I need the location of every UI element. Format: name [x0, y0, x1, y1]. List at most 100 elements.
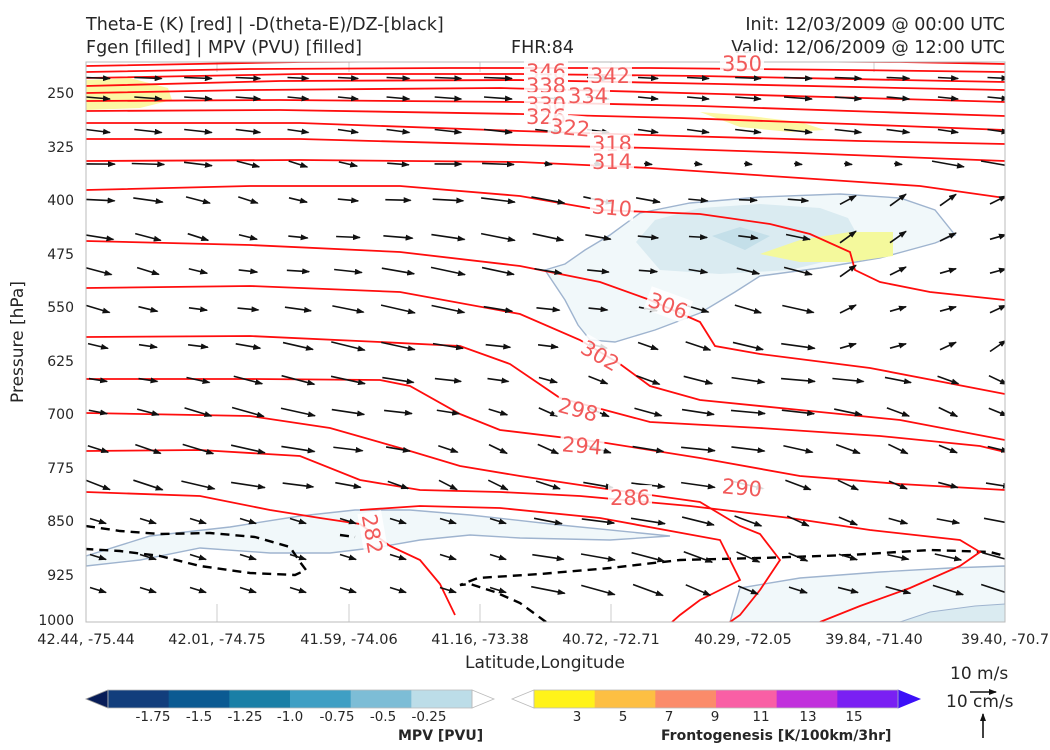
y-tick-label: 700: [47, 407, 74, 423]
wind-vector: [783, 95, 813, 102]
wind-vector: [439, 586, 457, 594]
wind-vector: [289, 586, 307, 594]
wind-vector: [785, 479, 812, 491]
wind-vector: [735, 128, 762, 135]
wind-vector: [534, 267, 563, 276]
wind-vector: [781, 342, 816, 351]
wind-vector: [233, 375, 264, 385]
wind-vector: [888, 517, 909, 525]
wind-vector: [787, 197, 810, 204]
wind-vector: [438, 479, 458, 491]
theta-e-contour-label: 290: [721, 474, 763, 501]
theta-e-contour-label-group: 294: [559, 431, 606, 460]
wind-vector: [239, 553, 257, 561]
wind-vector: [537, 443, 560, 455]
wind-vector: [238, 233, 258, 241]
wind-vector: [480, 232, 516, 242]
wind-vector: [843, 160, 853, 167]
wind-vector: [337, 75, 360, 82]
mpv-colorbar-extend-low: [84, 689, 109, 709]
wind-vector: [289, 517, 307, 525]
title-line1: Theta-E (K) [red] | -D(theta-E)/DZ-[blac…: [86, 15, 444, 35]
wind-vector: [683, 375, 714, 385]
x-axis-label: Latitude,Longitude: [465, 653, 625, 673]
wind-vector: [783, 128, 813, 135]
y-tick-label: 850: [47, 514, 74, 530]
contour-label-bg: [547, 113, 594, 141]
wind-vector: [86, 75, 111, 82]
wind-vector: [483, 95, 513, 102]
theta-e-contour-label: 322: [549, 114, 591, 141]
wind-vector: [380, 304, 416, 315]
wind-vector: [588, 375, 609, 385]
wind-vector: [583, 481, 614, 490]
fgen-colorbar-tick: 9: [710, 709, 720, 725]
mpv-colorbar-tick: -0.25: [411, 709, 447, 725]
wind-vector: [483, 305, 514, 314]
wind-vector: [681, 516, 715, 527]
wind-vector: [487, 377, 510, 384]
wind-vector: [533, 517, 563, 526]
wind-vector: [683, 551, 714, 563]
wind-vector: [381, 267, 416, 276]
wind-vector: [436, 409, 461, 416]
mpv-colorbar-tick: -1.5: [185, 709, 213, 725]
wind-vector: [439, 553, 457, 561]
theta-e-contour-label-group: 334: [566, 83, 610, 108]
wind-vector: [531, 196, 566, 205]
contour-label-bg: [720, 51, 764, 75]
wind-vector: [288, 160, 309, 168]
theta-e-contour-label-group: 350: [720, 51, 764, 76]
x-tick-label: 41.59, -74.06: [300, 632, 398, 648]
fgen-filled-region: [700, 112, 825, 132]
wind-vector: [989, 233, 1005, 241]
wind-vector: [980, 583, 1005, 594]
wind-vector: [687, 75, 710, 82]
wind-vector: [339, 553, 357, 561]
wind-vector: [134, 128, 163, 135]
contour-label-bg: [575, 333, 626, 377]
fgen-filled-region: [86, 78, 172, 110]
wind-vector: [681, 446, 716, 453]
wind-vector: [389, 553, 407, 561]
wind-vector: [688, 197, 709, 204]
wind-vector: [288, 234, 309, 241]
wind-vector: [538, 376, 559, 384]
fgen-colorbar-segment: [716, 690, 778, 708]
wind-vector: [939, 305, 957, 312]
wind-vector: [89, 517, 107, 525]
theta-e-contour: [86, 185, 1005, 301]
wind-vector: [937, 95, 960, 102]
wind-vector: [989, 339, 1005, 353]
y-tick-label: 625: [47, 353, 74, 370]
fgen-colorbar-tick: 7: [664, 709, 674, 725]
fgen-colorbar-tick: 13: [799, 709, 817, 725]
wind-vector: [235, 343, 262, 350]
wind-vector: [489, 553, 507, 561]
wind-vector: [632, 583, 664, 597]
wind-vector: [333, 446, 364, 453]
contour-label-bg: [590, 149, 634, 173]
y-tick-label: 325: [47, 139, 74, 156]
wind-vector: [289, 553, 307, 561]
wind-vector: [235, 75, 262, 82]
theta-e-contour-label: 310: [591, 194, 633, 221]
wind-vector: [284, 306, 313, 313]
wind-vector: [939, 232, 957, 242]
fgen-colorbar-tick: 15: [845, 709, 863, 725]
wind-vector: [88, 409, 109, 416]
wind-vector: [230, 481, 266, 490]
wind-vector: [87, 342, 109, 350]
y-tick-label: 550: [47, 300, 74, 316]
wind-vector: [280, 407, 316, 418]
wind-vector: [581, 518, 616, 526]
wind-vector: [834, 128, 863, 135]
fgen-colorbar-segment: [776, 690, 838, 708]
wind-vector: [87, 445, 110, 453]
wind-vector: [133, 197, 164, 205]
wind-vector: [936, 518, 961, 525]
wind-vector: [287, 95, 310, 102]
wind-vector: [886, 95, 911, 102]
wind-vector: [980, 160, 1005, 167]
wind-vector: [185, 196, 211, 205]
